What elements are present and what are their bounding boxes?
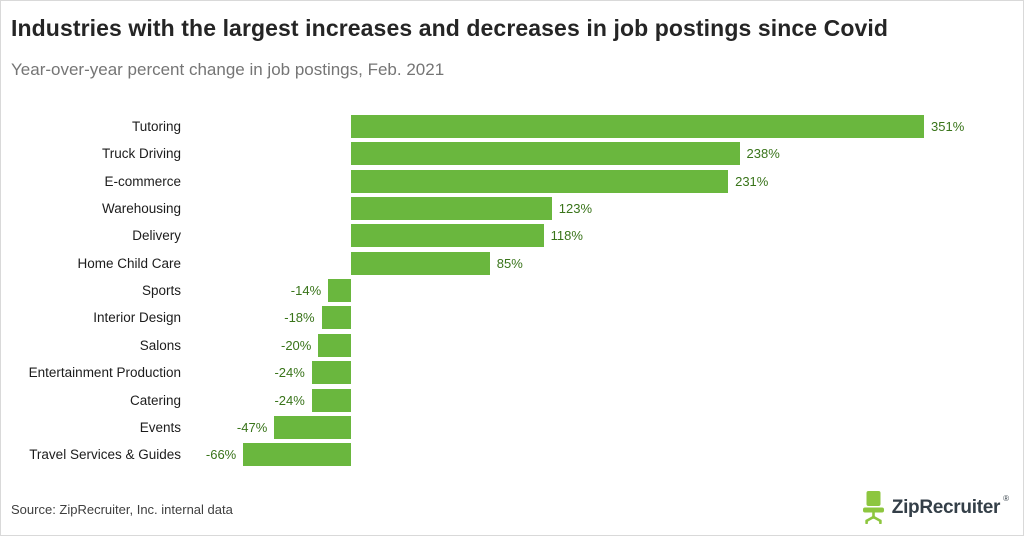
bar xyxy=(351,115,924,138)
category-label: Delivery xyxy=(132,228,181,244)
logo-wordmark: ZipRecruiter xyxy=(891,496,1001,518)
category-label: Travel Services & Guides xyxy=(29,447,181,463)
value-label: 123% xyxy=(558,201,593,217)
category-label: Interior Design xyxy=(93,310,181,326)
registered-trademark-icon: ® xyxy=(1003,494,1009,503)
category-label: Events xyxy=(139,419,181,435)
value-label: 85% xyxy=(496,255,523,271)
chart-title: Industries with the largest increases an… xyxy=(11,15,889,41)
category-label: E-commerce xyxy=(104,173,181,189)
category-label: Truck Driving xyxy=(101,146,181,162)
ziprecruiter-logo: ZipRecruiter ® xyxy=(861,491,1009,525)
value-label: -47% xyxy=(236,419,268,435)
source-note: Source: ZipRecruiter, Inc. internal data xyxy=(11,502,233,517)
value-label: -18% xyxy=(284,310,315,326)
bar xyxy=(351,169,729,193)
value-label: 231% xyxy=(735,173,769,189)
bar xyxy=(351,251,490,275)
value-label: 118% xyxy=(550,228,583,244)
category-label: Home Child Care xyxy=(77,255,181,271)
bar xyxy=(274,415,351,439)
bar xyxy=(351,224,544,248)
chart-subtitle: Year-over-year percent change in job pos… xyxy=(11,60,445,79)
bar xyxy=(311,361,351,385)
bar xyxy=(321,306,351,330)
category-label: Tutoring xyxy=(131,119,181,134)
value-label: -24% xyxy=(274,365,305,381)
category-label: Entertainment Production xyxy=(28,365,181,381)
bar xyxy=(318,333,351,357)
bar xyxy=(351,197,552,221)
bar xyxy=(351,142,740,166)
bar xyxy=(311,388,351,412)
bar xyxy=(243,443,351,467)
category-label: Warehousing xyxy=(101,201,181,217)
category-label: Catering xyxy=(129,392,181,408)
value-label: -24% xyxy=(274,392,305,408)
bar-chart: Tutoring 351% Truck Driving 238% E-commerce 2… xyxy=(1,106,1023,481)
bar xyxy=(328,279,351,303)
value-label: 238% xyxy=(746,146,780,162)
value-label: -66% xyxy=(205,447,237,463)
value-label: -14% xyxy=(290,283,322,299)
value-label: 351% xyxy=(931,119,965,134)
category-label: Sports xyxy=(141,283,181,299)
chair-icon xyxy=(861,491,886,525)
value-label: -20% xyxy=(280,337,312,353)
category-label: Salons xyxy=(139,337,181,353)
